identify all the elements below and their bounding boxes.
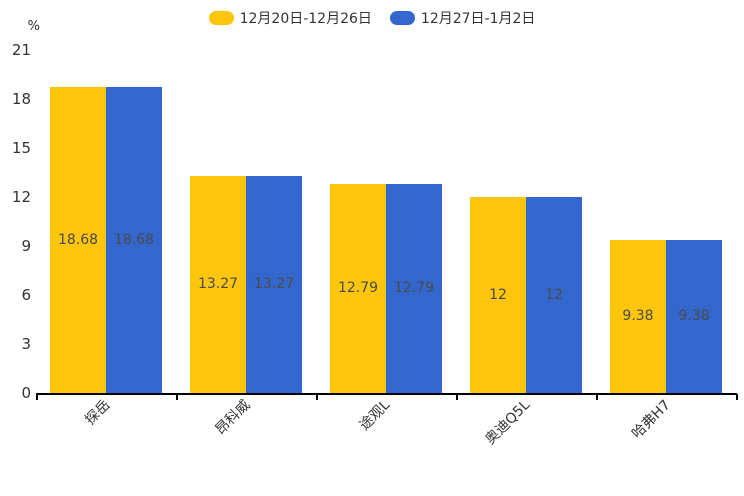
x-axis-tick <box>456 394 458 400</box>
legend-item-series-2[interactable]: 12月27日-1月2日 <box>389 8 536 28</box>
bar-series-1-cat-4[interactable]: 12 <box>470 196 526 393</box>
x-category-label: 途观L <box>356 397 394 434</box>
y-tick-label: 9 <box>21 236 31 255</box>
bar-series-2-cat-2[interactable]: 13.27 <box>246 175 302 393</box>
y-tick-label: 18 <box>11 89 31 108</box>
bar-value-label: 18.68 <box>57 232 99 249</box>
legend: 12月20日-12月26日 12月27日-1月2日 <box>0 8 744 28</box>
x-axis-tick <box>176 394 178 400</box>
y-tick-label: 6 <box>21 285 31 304</box>
x-category-label: 奥迪Q5L <box>482 397 534 448</box>
bar-value-label: 18.68 <box>113 232 155 249</box>
bar-value-label: 9.38 <box>622 308 654 325</box>
y-axis-unit-label: % <box>27 19 40 34</box>
y-tick-label: 15 <box>11 138 31 157</box>
bar-value-label: 12.79 <box>393 280 435 297</box>
bar-value-label: 12.79 <box>337 280 379 297</box>
bar-series-2-cat-3[interactable]: 12.79 <box>386 183 442 393</box>
x-category-label: 探岳 <box>82 397 114 429</box>
legend-label-series-1: 12月20日-12月26日 <box>239 11 372 27</box>
legend-item-series-1[interactable]: 12月20日-12月26日 <box>208 8 372 28</box>
y-tick-label: 21 <box>11 40 31 59</box>
x-axis-tick <box>596 394 598 400</box>
bar-series-2-cat-4[interactable]: 12 <box>526 196 582 393</box>
bar-value-label: 12 <box>489 286 507 303</box>
x-axis-tick <box>736 394 738 400</box>
bar-value-label: 13.27 <box>197 276 239 293</box>
x-axis-tick <box>316 394 318 400</box>
x-axis-tick <box>36 394 38 400</box>
bar-series-2-cat-5[interactable]: 9.38 <box>666 239 722 393</box>
bar-series-1-cat-3[interactable]: 12.79 <box>330 183 386 393</box>
bar-value-label: 13.27 <box>253 276 295 293</box>
x-category-label: 昂科威 <box>212 397 254 439</box>
bar-value-label: 12 <box>545 286 563 303</box>
bar-series-2-cat-1[interactable]: 18.68 <box>106 87 162 393</box>
legend-label-series-2: 12月27日-1月2日 <box>420 11 536 27</box>
legend-swatch-series-2-icon <box>389 11 415 25</box>
x-axis-line <box>36 393 737 395</box>
legend-swatch-series-1-icon <box>208 11 234 25</box>
bar-series-1-cat-1[interactable]: 18.68 <box>50 87 106 393</box>
bar-value-label: 9.38 <box>678 308 710 325</box>
y-tick-label: 12 <box>11 187 31 206</box>
y-tick-label: 0 <box>21 384 31 402</box>
x-category-label: 哈弗H7 <box>628 397 674 442</box>
y-tick-label: 3 <box>21 334 31 353</box>
bar-series-1-cat-5[interactable]: 9.38 <box>610 239 666 393</box>
bar-series-1-cat-2[interactable]: 13.27 <box>190 175 246 393</box>
